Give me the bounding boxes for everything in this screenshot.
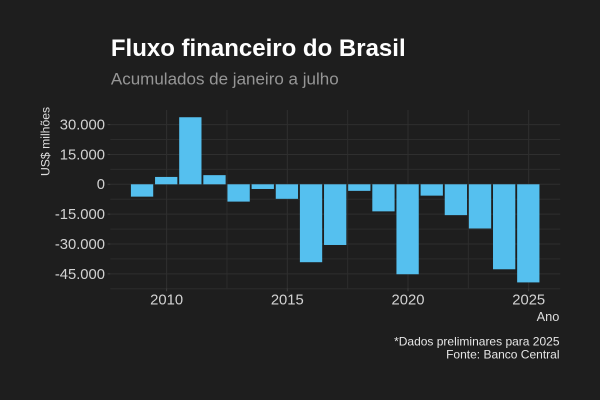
svg-text:Fluxo financeiro do Brasil: Fluxo financeiro do Brasil (111, 35, 406, 62)
svg-text:0: 0 (97, 177, 105, 193)
svg-text:Acumulados de janeiro a julho: Acumulados de janeiro a julho (111, 70, 339, 89)
svg-text:2020: 2020 (392, 293, 425, 309)
svg-text:Fonte: Banco Central: Fonte: Banco Central (446, 348, 559, 362)
svg-text:*Dados preliminares para 2025: *Dados preliminares para 2025 (394, 335, 560, 349)
svg-text:2025: 2025 (512, 293, 545, 309)
svg-text:-30.000: -30.000 (55, 237, 105, 253)
svg-text:-15.000: -15.000 (55, 207, 105, 223)
svg-text:15.000: 15.000 (60, 147, 105, 163)
svg-text:30.000: 30.000 (60, 118, 105, 134)
svg-text:Ano: Ano (537, 309, 560, 324)
svg-text:2015: 2015 (271, 293, 304, 309)
svg-text:2010: 2010 (150, 293, 183, 309)
svg-text:-45.000: -45.000 (55, 267, 105, 283)
svg-text:US$ milhões: US$ milhões (39, 107, 53, 176)
